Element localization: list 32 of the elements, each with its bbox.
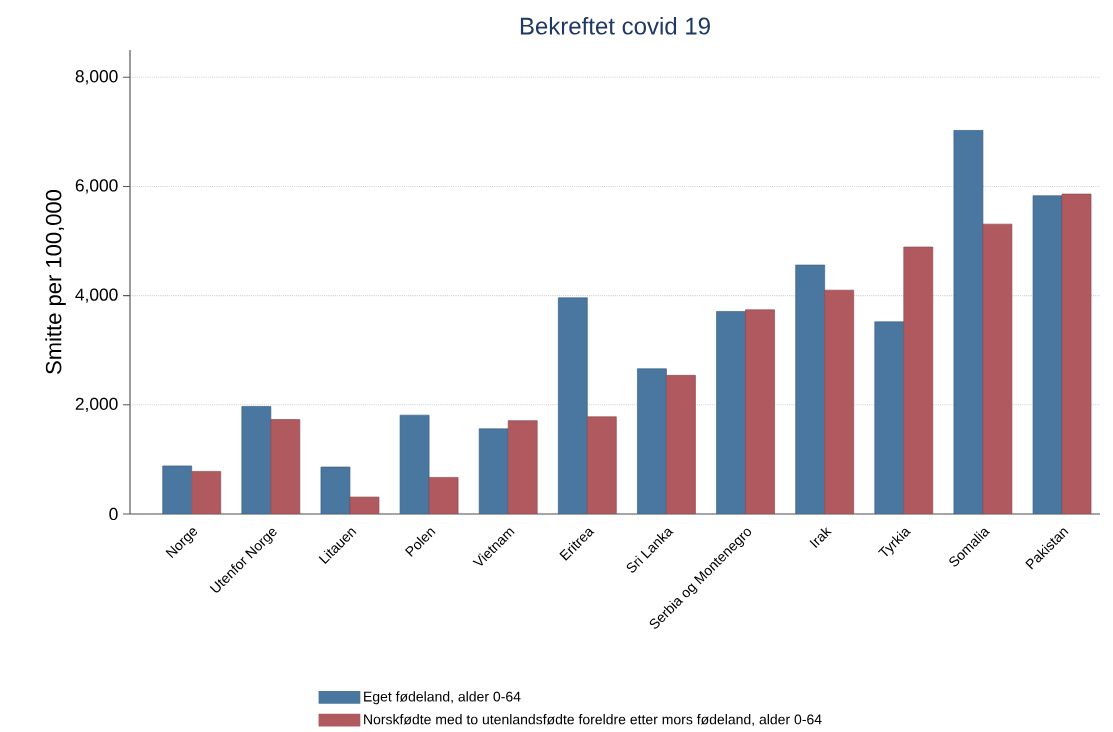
bar xyxy=(982,224,1013,515)
y-tick-label: 8,000 xyxy=(75,70,118,85)
bar xyxy=(716,311,746,515)
bar xyxy=(478,428,509,515)
bar xyxy=(241,406,272,515)
bar xyxy=(874,321,905,515)
bar xyxy=(795,264,826,515)
y-tick-label: 0 xyxy=(109,508,118,521)
bar xyxy=(586,416,617,515)
bar xyxy=(162,465,193,515)
y-tick-label: 6,000 xyxy=(75,179,118,194)
chart-title: Bekreftet covid 19 xyxy=(520,17,710,35)
y-tick-label: 2,000 xyxy=(75,397,118,413)
bar xyxy=(953,130,984,515)
bar xyxy=(270,419,301,515)
bar xyxy=(745,309,775,515)
bar xyxy=(320,466,351,515)
bar xyxy=(666,375,696,515)
bar xyxy=(507,420,538,515)
bar xyxy=(637,368,667,515)
legend-label: Norskfødte med to utenlandsfødte foreldre etter mors fødeland, alder 0-64 xyxy=(364,714,822,727)
y-axis-title: Smitte per 100,000 xyxy=(45,190,66,375)
bar xyxy=(903,246,934,515)
x-tick-label: Irak xyxy=(809,527,832,549)
bar xyxy=(557,297,588,515)
y-tick-label: 4,000 xyxy=(75,288,118,304)
bar xyxy=(824,290,855,515)
bar xyxy=(1032,195,1063,515)
bar xyxy=(191,471,222,515)
legend-label: Eget fødeland, alder 0-64 xyxy=(364,691,521,705)
bar xyxy=(399,415,430,515)
bar xyxy=(1061,193,1092,515)
